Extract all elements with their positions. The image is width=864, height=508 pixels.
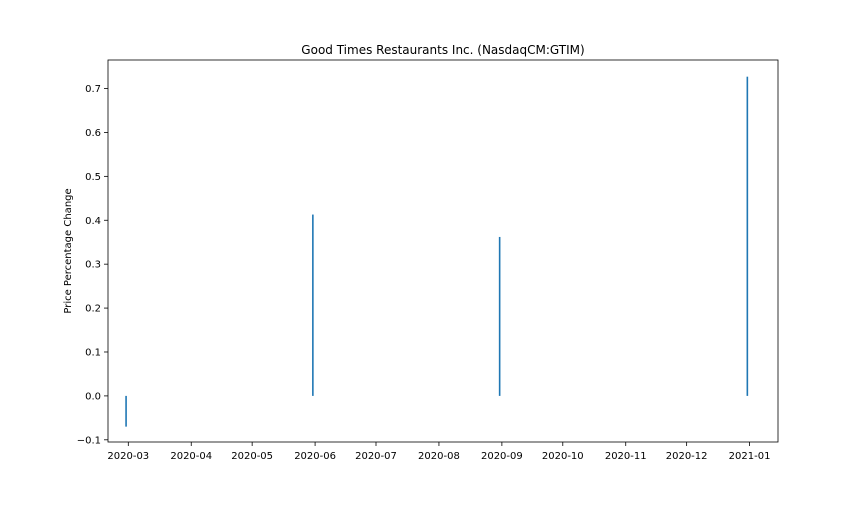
x-tick-label-2020-12: 2020-12 xyxy=(666,451,708,462)
axes-frame xyxy=(107,59,779,443)
y-tick-label-0.3: 0.3 xyxy=(85,260,101,271)
x-tick-label-2020-04: 2020-04 xyxy=(170,451,212,462)
x-tick-label-2020-05: 2020-05 xyxy=(231,451,273,462)
x-tick-label-2020-10: 2020-10 xyxy=(542,451,584,462)
bar-2020-08-31 xyxy=(498,236,501,396)
bar-2020-05-31 xyxy=(312,214,314,396)
y-tick-label-0.5: 0.5 xyxy=(85,172,101,183)
y-tick-label-0.4: 0.4 xyxy=(85,216,101,227)
y-tick-label-−0.1: −0.1 xyxy=(77,435,101,446)
bar-2020-12-31 xyxy=(746,76,749,396)
y-tick-label-0.2: 0.2 xyxy=(85,304,101,315)
x-tick-label-2020-08: 2020-08 xyxy=(418,451,460,462)
x-tick-label-2020-09: 2020-09 xyxy=(481,451,523,462)
x-tick-label-2020-03: 2020-03 xyxy=(107,451,149,462)
y-tick-label-0.0: 0.0 xyxy=(85,391,101,402)
y-axis-label: Price Percentage Change xyxy=(63,188,74,313)
x-tick-label-2020-07: 2020-07 xyxy=(355,451,397,462)
x-tick-label-2021-01: 2021-01 xyxy=(729,451,771,462)
x-tick-label-2020-06: 2020-06 xyxy=(294,451,336,462)
chart-title: Good Times Restaurants Inc. (NasdaqCM:GT… xyxy=(301,43,584,57)
y-tick-label-0.7: 0.7 xyxy=(85,84,101,95)
x-tick-label-2020-11: 2020-11 xyxy=(605,451,647,462)
y-tick-label-0.6: 0.6 xyxy=(85,128,101,139)
y-tick-label-0.1: 0.1 xyxy=(85,347,101,358)
plot-area: 2020-03 2020-04 2020-05 2020-06 2020-07 2020-… xyxy=(77,59,779,462)
bar-2020-02-29 xyxy=(125,395,127,427)
